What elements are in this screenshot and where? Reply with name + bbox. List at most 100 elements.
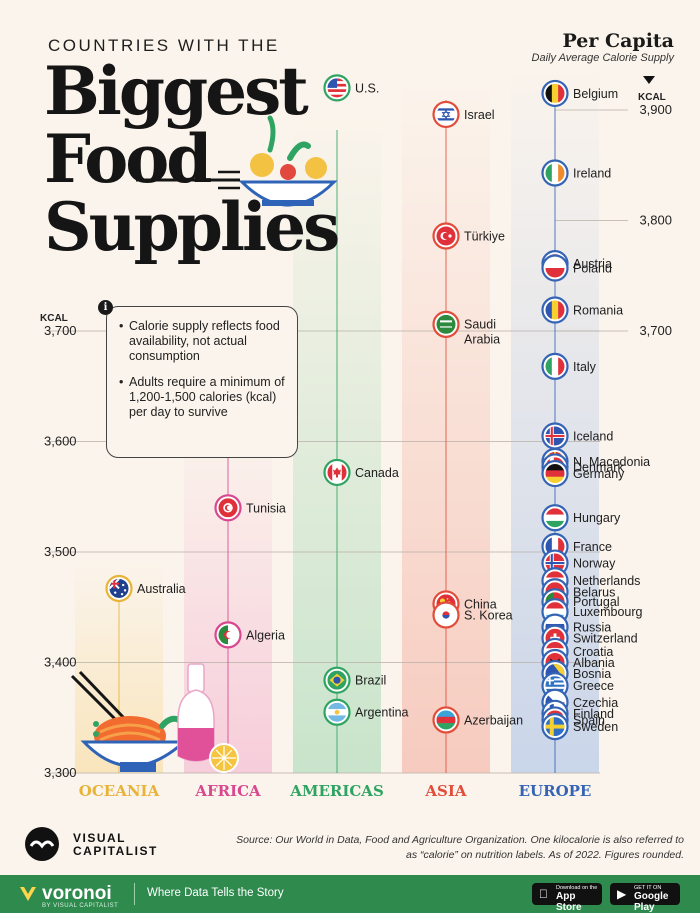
source-note: Source: Our World in Data, Food and Agri… bbox=[236, 834, 684, 861]
country-label-luxembourg: Luxembourg bbox=[573, 605, 643, 619]
food-illustrations bbox=[70, 115, 338, 773]
y-tick-label-left: 3,300 bbox=[44, 765, 77, 780]
marker-canada bbox=[323, 458, 351, 487]
marker-australia bbox=[105, 574, 133, 603]
brand-name-line2: CAPITALIST bbox=[73, 844, 158, 858]
headline-supplies: Supplies bbox=[44, 188, 340, 266]
info-icon: i bbox=[98, 300, 113, 315]
footer-divider bbox=[134, 883, 135, 905]
country-label-sweden: Sweden bbox=[573, 720, 618, 734]
app-store-label: App Store bbox=[556, 891, 582, 913]
country-label-france: France bbox=[573, 540, 612, 554]
country-label-argentina: Argentina bbox=[355, 706, 409, 720]
brand-name: VISUAL CAPITALIST bbox=[73, 832, 158, 858]
country-label-romania: Romania bbox=[573, 304, 623, 318]
y-tick-label-left: 3,400 bbox=[44, 655, 77, 670]
country-label-brazil: Brazil bbox=[355, 674, 386, 688]
y-unit-right: KCAL bbox=[638, 92, 666, 103]
country-label-switzerland: Switzerland bbox=[573, 632, 638, 646]
marker-iceland bbox=[541, 422, 569, 450]
voronoi-brand: voronoi bbox=[42, 883, 112, 904]
y-tick-label-left: 3,500 bbox=[44, 544, 77, 559]
marker-skorea bbox=[432, 601, 460, 629]
app-store-button[interactable]:  Download on the App Store bbox=[532, 883, 602, 913]
apple-icon:  bbox=[539, 887, 548, 901]
footer-bar: voronoi BY VISUAL CAPITALIST Where Data … bbox=[0, 875, 700, 913]
headline-biggest: Biggest bbox=[44, 52, 309, 130]
category-label-asia: ASIA bbox=[424, 782, 466, 800]
marker-belgium bbox=[541, 79, 569, 108]
marker-poland bbox=[541, 254, 569, 282]
google-play-small-text: GET IT ON bbox=[634, 885, 662, 891]
country-label-czechia: Czechia bbox=[573, 696, 618, 710]
marker-romania bbox=[541, 296, 569, 324]
country-label-belgium: Belgium bbox=[573, 87, 618, 101]
country-label-belarus: Belarus bbox=[573, 585, 615, 599]
country-label-hungary: Hungary bbox=[573, 511, 621, 525]
country-label-turkiye: Türkiye bbox=[464, 229, 505, 243]
info-bullet-1: Calorie supply reflects food availabilit… bbox=[119, 319, 287, 364]
country-label-azerbaijan: Azerbaijan bbox=[464, 713, 523, 727]
y-tick-label-left: 3,700 bbox=[44, 323, 77, 338]
country-label-iceland: Iceland bbox=[573, 429, 613, 443]
country-label-netherlands: Netherlands bbox=[573, 574, 640, 588]
info-bullet-2: Adults require a minimum of 1,200-1,500 … bbox=[119, 375, 287, 420]
country-label-finland: Finland bbox=[573, 707, 614, 721]
category-label-americas: AMERICAS bbox=[289, 782, 384, 800]
google-play-button[interactable]: ▶ GET IT ON Google Play bbox=[610, 883, 680, 913]
country-label-austria: Austria bbox=[573, 257, 612, 271]
country-label-skorea: S. Korea bbox=[464, 608, 513, 622]
y-unit-left: KCAL bbox=[40, 313, 68, 324]
country-label-russia: Russia bbox=[573, 621, 611, 635]
country-label-australia: Australia bbox=[137, 582, 186, 596]
marker-ireland bbox=[541, 159, 569, 187]
marker-brazil bbox=[323, 666, 351, 694]
headline-food: Food bbox=[44, 120, 212, 198]
country-label-portugal: Portugal bbox=[573, 595, 620, 609]
y-tick-label-right: 3,700 bbox=[639, 323, 672, 338]
headline-kicker: COUNTRIES WITH THE bbox=[48, 36, 280, 55]
marker-germany bbox=[541, 459, 569, 488]
marker-turkiye bbox=[432, 222, 460, 250]
country-label-spain: Spain bbox=[573, 713, 605, 727]
visual-capitalist-logo-icon bbox=[25, 827, 59, 861]
marker-azerbaijan bbox=[432, 706, 460, 734]
voronoi-by: BY VISUAL CAPITALIST bbox=[42, 903, 119, 909]
app-store-small-text: Download on the bbox=[556, 885, 598, 891]
country-label-algeria: Algeria bbox=[246, 628, 285, 642]
country-label-saudi: Saudi Arabia bbox=[464, 317, 500, 346]
play-icon: ▶ bbox=[617, 887, 627, 901]
google-play-label: Google Play bbox=[634, 891, 669, 913]
country-label-ireland: Ireland bbox=[573, 166, 611, 180]
marker-saudi bbox=[432, 310, 460, 338]
country-label-bosnia: Bosnia bbox=[573, 667, 611, 681]
voronoi-logo-icon bbox=[20, 887, 36, 901]
category-label-africa: AFRICA bbox=[194, 782, 261, 800]
marker-sweden bbox=[541, 712, 569, 741]
country-label-denmark: Denmark bbox=[573, 460, 624, 474]
country-label-us: U.S. bbox=[355, 81, 379, 95]
marker-tunisia bbox=[214, 494, 242, 522]
marker-algeria bbox=[214, 621, 242, 649]
bottle-lemon-illustration bbox=[177, 663, 239, 773]
country-label-nmacedonia: N. Macedonia bbox=[573, 455, 650, 469]
footer-tagline: Where Data Tells the Story bbox=[147, 887, 284, 899]
marker-us bbox=[323, 74, 351, 102]
marker-italy bbox=[541, 352, 569, 380]
brand-name-line1: VISUAL bbox=[73, 831, 127, 845]
country-label-canada: Canada bbox=[355, 466, 399, 480]
country-label-germany: Germany bbox=[573, 467, 625, 481]
marker-hungary bbox=[541, 504, 569, 532]
marker-israel bbox=[432, 100, 460, 129]
per-capita-subtitle: Daily Average Calorie Supply bbox=[531, 52, 674, 64]
info-box: Calorie supply reflects food availabilit… bbox=[106, 306, 298, 458]
country-label-greece: Greece bbox=[573, 679, 614, 693]
down-arrow-icon bbox=[643, 76, 655, 84]
country-label-poland: Poland bbox=[573, 262, 612, 276]
country-label-croatia: Croatia bbox=[573, 645, 613, 659]
country-label-china: China bbox=[464, 597, 497, 611]
country-label-tunisia: Tunisia bbox=[246, 501, 286, 515]
category-label-europe: EUROPE bbox=[519, 782, 592, 800]
per-capita-title: Per Capita bbox=[562, 30, 674, 52]
